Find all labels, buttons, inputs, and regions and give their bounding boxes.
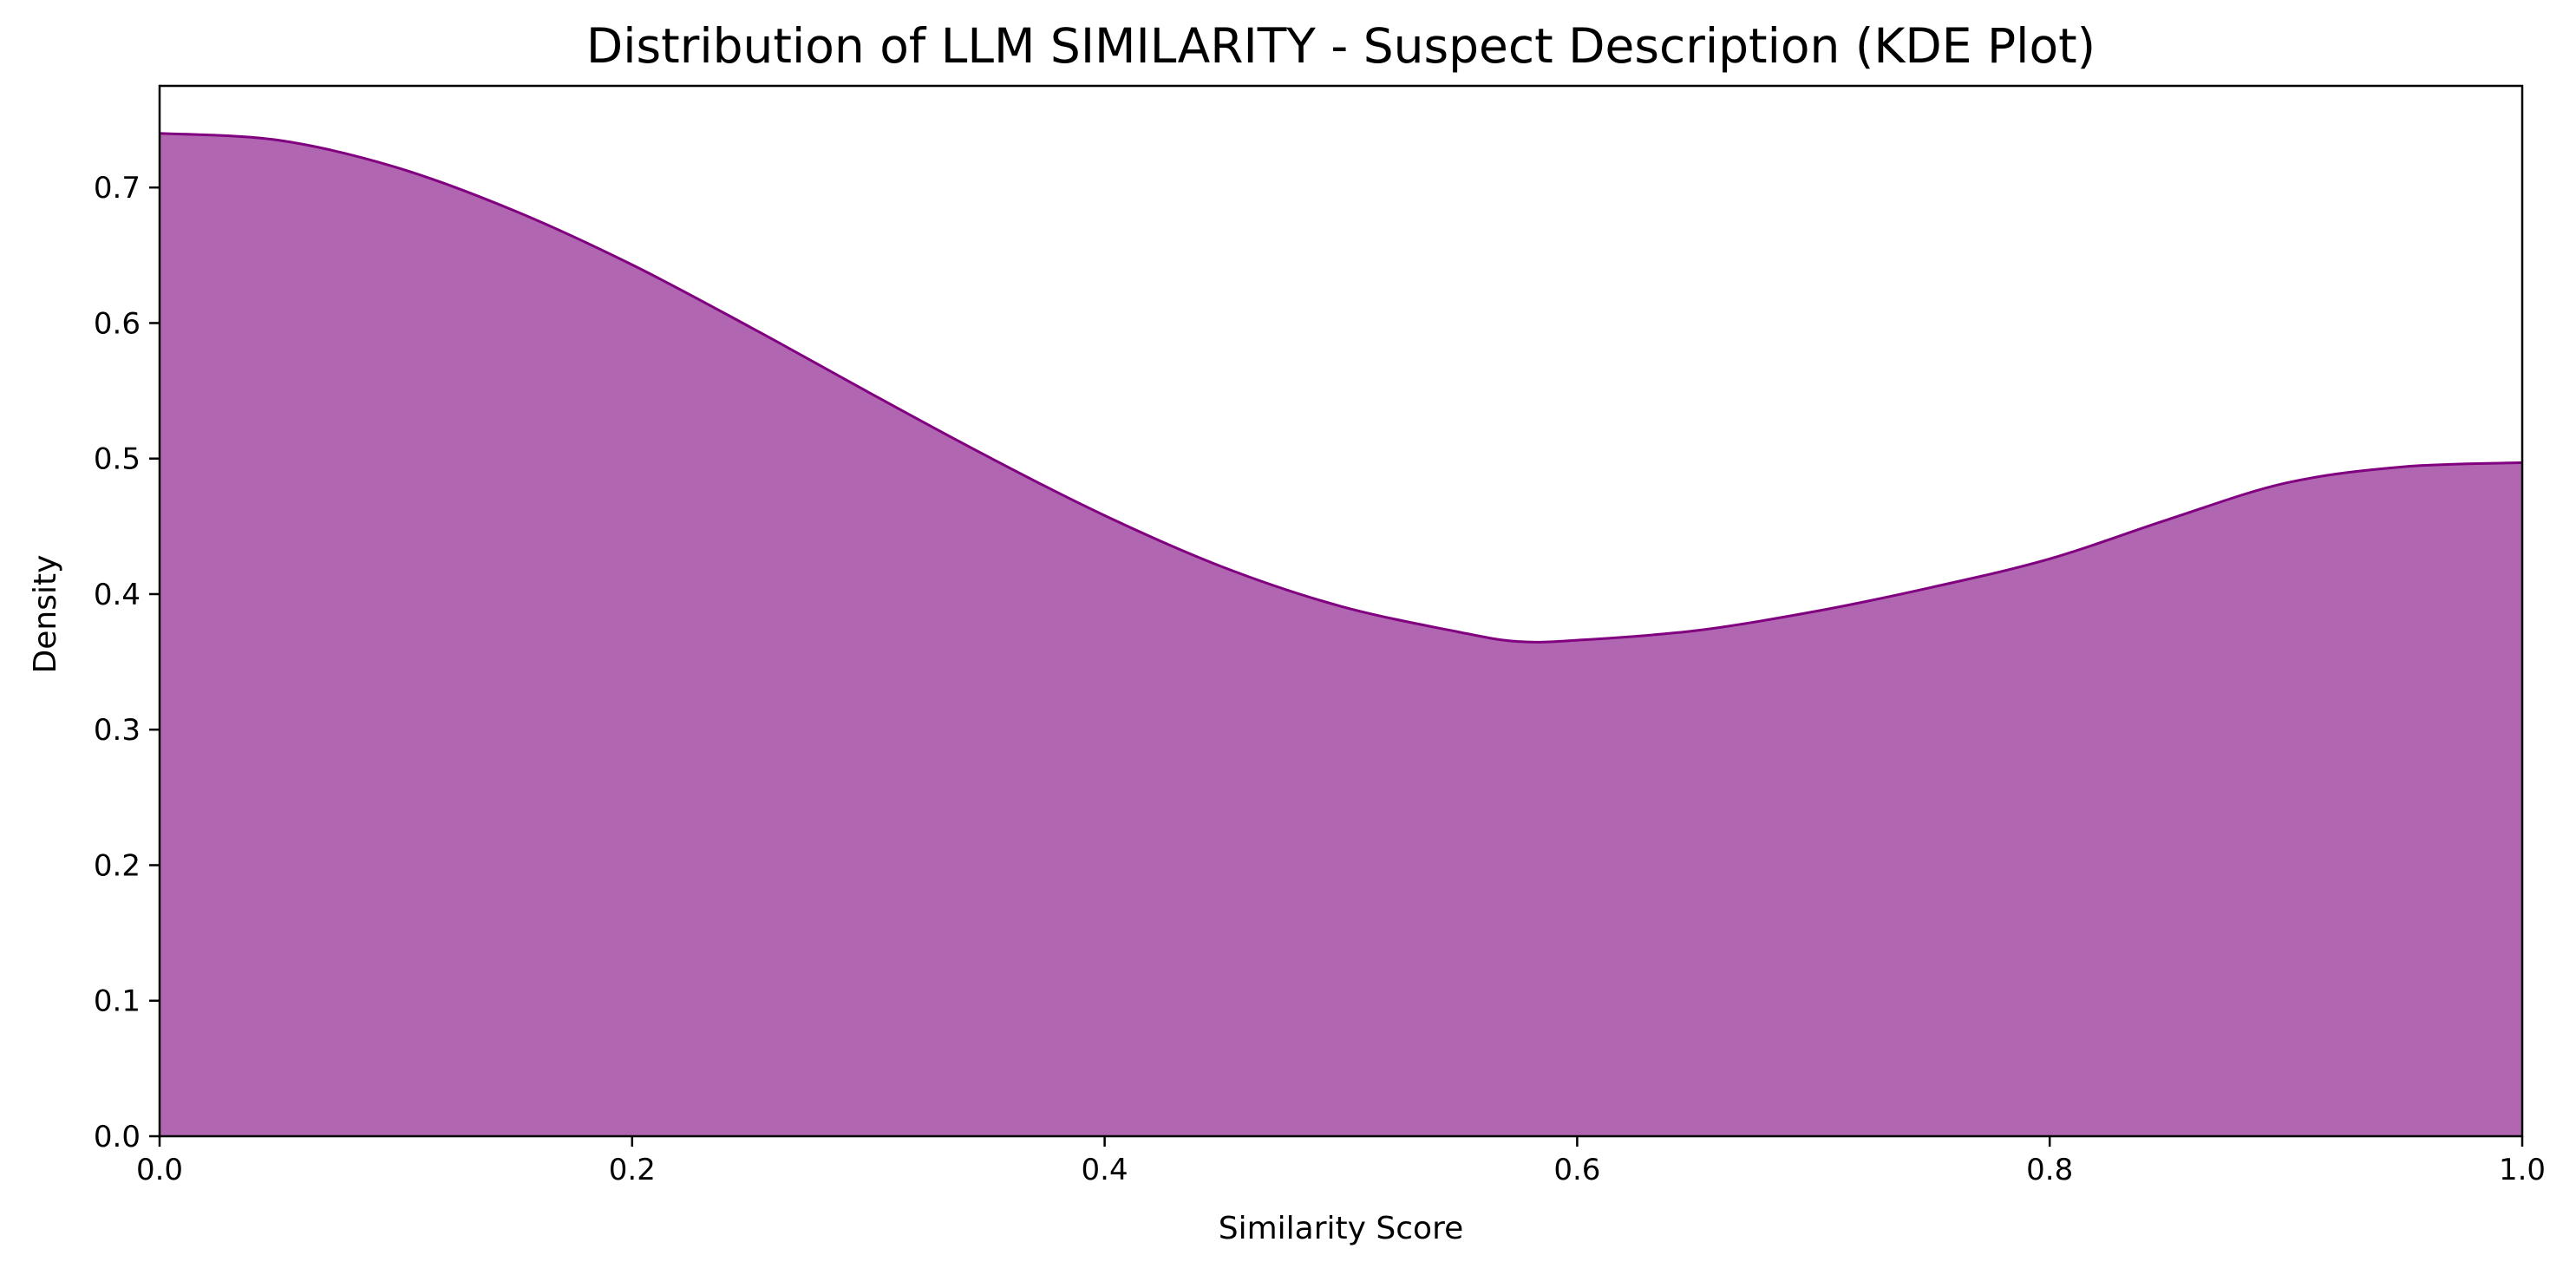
x-tick-label: 1.0	[2499, 1153, 2546, 1187]
y-tick-label: 0.4	[94, 578, 141, 612]
y-axis-ticks: 0.0 0.1 0.2 0.3 0.4 0.5 0.6 0.7	[94, 171, 160, 1154]
y-tick-label: 0.5	[94, 442, 141, 477]
y-axis-label: Density	[28, 555, 63, 674]
y-tick-label: 0.2	[94, 848, 141, 883]
x-tick-label: 0.2	[609, 1153, 656, 1187]
x-axis-label: Similarity Score	[1219, 1211, 1463, 1246]
chart-title: Distribution of LLM SIMILARITY - Suspect…	[586, 18, 2095, 74]
x-tick-label: 0.0	[136, 1153, 183, 1187]
x-tick-label: 0.4	[1082, 1153, 1128, 1187]
x-axis-ticks: 0.0 0.2 0.4 0.6 0.8 1.0	[136, 1136, 2546, 1187]
y-tick-label: 0.0	[94, 1120, 141, 1154]
axes-frame	[158, 84, 2524, 1138]
y-tick-label: 0.7	[94, 171, 141, 206]
x-tick-label: 0.8	[2026, 1153, 2073, 1187]
kde-area-fill	[160, 133, 2522, 1137]
y-tick-label: 0.1	[94, 984, 141, 1019]
kde-curve-line	[159, 132, 2523, 644]
x-tick-label: 0.6	[1553, 1153, 1600, 1187]
y-tick-label: 0.6	[94, 306, 141, 341]
y-tick-label: 0.3	[94, 713, 141, 748]
plot-area	[158, 84, 2524, 1138]
